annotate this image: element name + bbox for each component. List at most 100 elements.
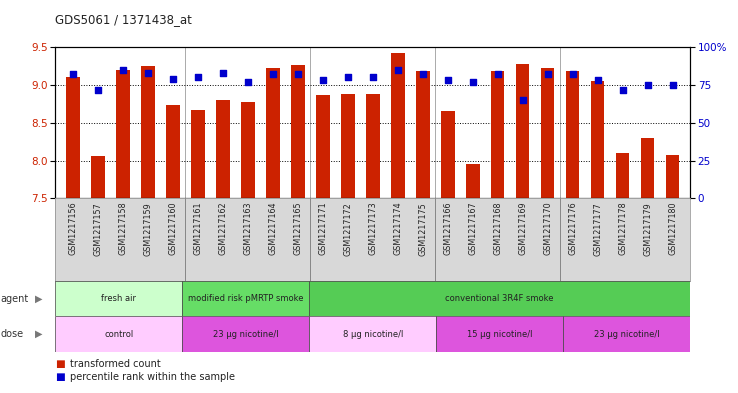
Text: GSM1217174: GSM1217174 xyxy=(393,202,402,255)
Point xyxy=(217,70,229,76)
Bar xyxy=(491,72,505,198)
Text: GSM1217159: GSM1217159 xyxy=(143,202,152,255)
Text: GSM1217180: GSM1217180 xyxy=(668,202,677,255)
Text: GSM1217158: GSM1217158 xyxy=(118,202,128,255)
Text: GSM1217177: GSM1217177 xyxy=(593,202,602,255)
Text: GSM1217165: GSM1217165 xyxy=(293,202,303,255)
Text: GSM1217176: GSM1217176 xyxy=(568,202,577,255)
Text: GSM1217156: GSM1217156 xyxy=(69,202,77,255)
Bar xyxy=(641,138,655,198)
Text: GSM1217171: GSM1217171 xyxy=(318,202,327,255)
Bar xyxy=(316,95,330,198)
Text: conventional 3R4F smoke: conventional 3R4F smoke xyxy=(445,294,554,303)
Text: transformed count: transformed count xyxy=(70,358,161,369)
Text: 15 μg nicotine/l: 15 μg nicotine/l xyxy=(467,330,532,338)
Text: 8 μg nicotine/l: 8 μg nicotine/l xyxy=(342,330,403,338)
Bar xyxy=(615,153,630,198)
Point xyxy=(542,71,554,77)
Text: GDS5061 / 1371438_at: GDS5061 / 1371438_at xyxy=(55,13,192,26)
Bar xyxy=(309,281,690,316)
Text: GSM1217166: GSM1217166 xyxy=(443,202,452,255)
Bar xyxy=(191,110,204,198)
Point xyxy=(92,86,104,93)
Bar xyxy=(366,94,379,198)
Text: 23 μg nicotine/l: 23 μg nicotine/l xyxy=(213,330,278,338)
Point xyxy=(517,97,528,103)
Bar xyxy=(91,156,105,198)
Text: 23 μg nicotine/l: 23 μg nicotine/l xyxy=(594,330,659,338)
Point xyxy=(242,79,254,85)
Text: GSM1217160: GSM1217160 xyxy=(168,202,177,255)
Bar xyxy=(182,316,309,352)
Point xyxy=(567,71,579,77)
Bar xyxy=(291,64,305,198)
Bar xyxy=(55,316,182,352)
Text: GSM1217161: GSM1217161 xyxy=(193,202,202,255)
Point xyxy=(67,71,79,77)
Text: GSM1217164: GSM1217164 xyxy=(268,202,277,255)
Text: agent: agent xyxy=(1,294,29,304)
Bar xyxy=(266,68,280,198)
Bar xyxy=(441,112,455,198)
Text: ▶: ▶ xyxy=(35,294,43,304)
Text: GSM1217169: GSM1217169 xyxy=(518,202,527,255)
Point xyxy=(292,71,303,77)
Point xyxy=(492,71,503,77)
Point xyxy=(617,86,629,93)
Text: dose: dose xyxy=(1,329,24,339)
Text: modified risk pMRTP smoke: modified risk pMRTP smoke xyxy=(188,294,303,303)
Text: GSM1217178: GSM1217178 xyxy=(618,202,627,255)
Point xyxy=(417,71,429,77)
Point xyxy=(342,74,354,81)
Bar xyxy=(566,72,579,198)
Point xyxy=(142,70,154,76)
Bar xyxy=(415,72,430,198)
Text: GSM1217175: GSM1217175 xyxy=(418,202,427,255)
Bar xyxy=(563,316,690,352)
Bar xyxy=(466,164,480,198)
Point xyxy=(442,77,454,84)
Text: control: control xyxy=(104,330,134,338)
Bar xyxy=(55,281,182,316)
Bar xyxy=(241,102,255,198)
Bar xyxy=(436,316,563,352)
Bar xyxy=(182,281,309,316)
Bar xyxy=(66,77,80,198)
Point xyxy=(641,82,653,88)
Text: percentile rank within the sample: percentile rank within the sample xyxy=(70,372,235,382)
Point xyxy=(117,67,128,73)
Bar xyxy=(666,155,680,198)
Text: GSM1217173: GSM1217173 xyxy=(368,202,377,255)
Point xyxy=(267,71,279,77)
Text: GSM1217170: GSM1217170 xyxy=(543,202,552,255)
Text: GSM1217157: GSM1217157 xyxy=(93,202,103,255)
Text: GSM1217179: GSM1217179 xyxy=(643,202,652,255)
Bar xyxy=(141,66,155,198)
Point xyxy=(392,67,404,73)
Bar xyxy=(541,68,554,198)
Bar xyxy=(516,64,529,198)
Bar xyxy=(216,100,230,198)
Bar xyxy=(116,70,130,198)
Bar xyxy=(309,316,436,352)
Point xyxy=(167,76,179,82)
Point xyxy=(592,77,604,84)
Text: GSM1217162: GSM1217162 xyxy=(218,202,227,255)
Point xyxy=(192,74,204,81)
Point xyxy=(367,74,379,81)
Text: GSM1217168: GSM1217168 xyxy=(493,202,502,255)
Text: ▶: ▶ xyxy=(35,329,43,339)
Bar xyxy=(166,105,179,198)
Text: fresh air: fresh air xyxy=(101,294,137,303)
Point xyxy=(466,79,478,85)
Text: GSM1217163: GSM1217163 xyxy=(244,202,252,255)
Point xyxy=(666,82,678,88)
Text: GSM1217167: GSM1217167 xyxy=(468,202,477,255)
Bar xyxy=(590,81,604,198)
Point xyxy=(317,77,328,84)
Bar xyxy=(391,53,404,198)
Text: ■: ■ xyxy=(55,358,65,369)
Text: GSM1217172: GSM1217172 xyxy=(343,202,352,255)
Bar xyxy=(341,94,354,198)
Text: ■: ■ xyxy=(55,372,65,382)
